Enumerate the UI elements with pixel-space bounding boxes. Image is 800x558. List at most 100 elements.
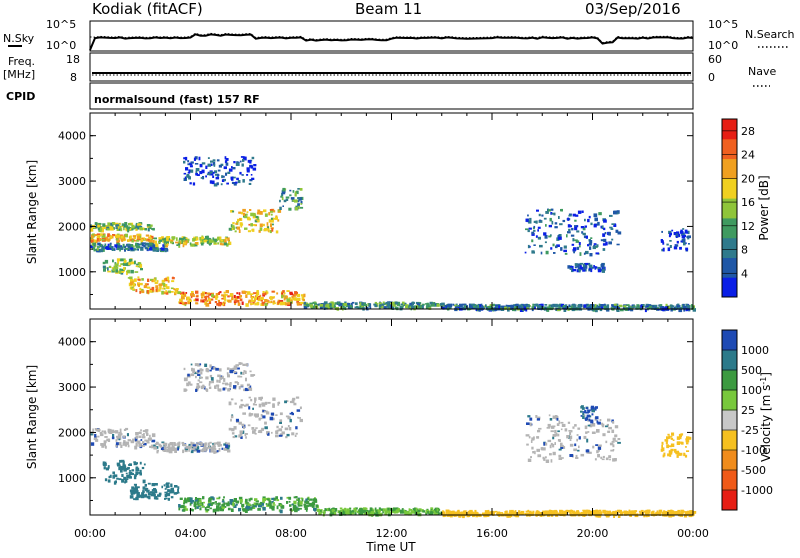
- data-cell: [195, 237, 199, 241]
- data-cell: [207, 163, 212, 167]
- data-cell: [687, 235, 691, 239]
- data-cell: [164, 249, 167, 253]
- data-cell: [495, 304, 498, 307]
- data-cell: [115, 224, 119, 227]
- data-cell: [252, 215, 256, 219]
- data-cell: [93, 248, 98, 252]
- data-cell: [586, 414, 591, 418]
- data-cell: [670, 304, 673, 308]
- data-cell: [226, 502, 230, 507]
- data-cell: [218, 164, 222, 168]
- data-cell: [101, 238, 105, 241]
- data-cell: [210, 377, 214, 381]
- data-cell: [217, 236, 220, 241]
- data-cell: [216, 450, 219, 453]
- data-cell: [303, 293, 306, 298]
- data-cell: [267, 432, 270, 436]
- data-cell: [552, 415, 556, 419]
- data-cell: [163, 484, 166, 487]
- data-cell: [410, 510, 415, 514]
- data-cell: [118, 438, 121, 441]
- data-cell: [96, 233, 101, 235]
- data-cell: [537, 226, 541, 229]
- data-cell: [153, 446, 157, 450]
- data-cell: [316, 306, 319, 309]
- data-cell: [223, 496, 225, 499]
- data-cell: [598, 509, 602, 512]
- data-cell: [353, 507, 357, 511]
- data-cell: [451, 511, 455, 513]
- data-cell: [262, 403, 266, 407]
- data-cell: [223, 301, 226, 304]
- data-cell: [585, 449, 590, 453]
- data-cell: [258, 430, 262, 433]
- data-cell: [611, 304, 614, 307]
- power-colorbar-swatch: [722, 158, 737, 179]
- data-cell: [536, 448, 540, 452]
- data-cell: [154, 483, 158, 486]
- data-cell: [320, 306, 323, 309]
- data-cell: [289, 418, 292, 423]
- data-cell: [567, 217, 570, 221]
- data-cell: [413, 507, 417, 512]
- data-cell: [580, 511, 585, 515]
- data-cell: [589, 424, 593, 428]
- data-cell: [577, 427, 581, 430]
- data-cell: [208, 298, 212, 302]
- data-cell: [410, 305, 415, 309]
- data-cell: [576, 438, 578, 442]
- data-cell: [382, 508, 386, 512]
- data-cell: [374, 304, 377, 307]
- data-cell: [571, 243, 575, 246]
- data-cell: [664, 439, 669, 442]
- data-cell: [386, 510, 390, 513]
- data-cell: [293, 297, 297, 301]
- data-cell: [539, 244, 543, 248]
- data-cell: [196, 174, 200, 176]
- data-cell: [599, 267, 601, 270]
- data-cell: [195, 242, 198, 245]
- data-cell: [282, 205, 284, 207]
- data-cell: [550, 442, 553, 446]
- data-cell: [149, 445, 152, 448]
- data-cell: [115, 442, 120, 446]
- data-cell: [204, 363, 208, 367]
- data-cell: [245, 498, 248, 503]
- data-cell: [184, 176, 187, 180]
- data-cell: [236, 299, 240, 303]
- data-cell: [510, 304, 515, 308]
- data-cell: [144, 242, 149, 246]
- data-cell: [547, 439, 552, 443]
- data-cell: [135, 471, 139, 476]
- data-cell: [281, 192, 284, 196]
- data-cell: [601, 269, 605, 273]
- data-cell: [169, 442, 173, 445]
- x-axis-labels: 00:00 04:00 08:00 12:00 16:00 20:00 00:00: [74, 527, 709, 540]
- data-cell: [454, 306, 458, 310]
- data-cell: [689, 510, 693, 513]
- data-cell: [140, 439, 143, 441]
- data-cell: [257, 297, 260, 300]
- data-cell: [612, 458, 616, 462]
- data-cell: [115, 238, 119, 241]
- data-cell: [164, 242, 167, 246]
- data-cell: [552, 434, 557, 437]
- data-cell: [116, 258, 121, 262]
- data-cell: [136, 239, 140, 242]
- x-tick-label: 20:00: [577, 527, 609, 540]
- data-cell: [165, 241, 169, 244]
- data-cell: [120, 235, 124, 239]
- data-cell: [607, 430, 611, 433]
- data-cell: [665, 305, 669, 308]
- data-cell: [94, 222, 98, 226]
- data-cell: [192, 238, 195, 242]
- data-cell: [531, 308, 534, 312]
- data-cell: [141, 242, 144, 246]
- data-cell: [104, 233, 106, 237]
- data-cell: [525, 434, 530, 437]
- data-cell: [211, 240, 215, 243]
- data-cell: [357, 306, 361, 310]
- data-cell: [91, 234, 94, 239]
- data-cell: [279, 419, 283, 422]
- data-cell: [296, 293, 301, 298]
